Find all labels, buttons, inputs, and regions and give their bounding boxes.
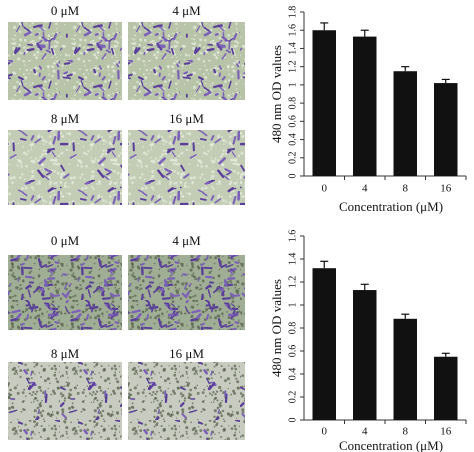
x-axis-label: Concentration (μM) xyxy=(339,199,443,214)
y-tick-label: 1.6 xyxy=(287,24,298,37)
y-tick-label: 0.6 xyxy=(287,345,298,358)
micrograph xyxy=(128,255,245,330)
image-label: 8 μM xyxy=(51,111,80,126)
y-tick-label: 0.4 xyxy=(287,368,298,381)
bar xyxy=(393,318,417,420)
micrograph xyxy=(128,22,245,100)
x-tick-label: 8 xyxy=(403,426,409,438)
image-label: 16 μM xyxy=(169,346,204,361)
image-label: 4 μM xyxy=(172,3,201,18)
image-label: 8 μM xyxy=(51,346,80,361)
bar xyxy=(353,36,377,176)
y-tick-label: 1 xyxy=(287,303,298,308)
x-tick-label: 4 xyxy=(362,183,368,195)
x-tick-label: 0 xyxy=(322,426,328,438)
micrograph xyxy=(8,255,122,330)
image-label: 4 μM xyxy=(172,233,201,248)
bar xyxy=(312,30,336,176)
x-tick-label: 16 xyxy=(440,426,452,438)
x-tick-label: 16 xyxy=(440,183,452,195)
micrograph xyxy=(8,22,122,100)
x-axis-label: Concentration (μM) xyxy=(339,438,443,452)
micrograph xyxy=(128,130,245,205)
bar xyxy=(434,356,458,420)
x-tick-label: 8 xyxy=(403,183,409,195)
bar xyxy=(393,71,417,176)
bar xyxy=(312,268,336,420)
y-tick-label: 0 xyxy=(287,174,298,179)
y-tick-label: 0.8 xyxy=(287,97,298,110)
x-tick-label: 0 xyxy=(322,183,328,195)
y-tick-label: 1.8 xyxy=(287,6,298,19)
y-tick-label: 0.4 xyxy=(287,133,298,146)
micrograph xyxy=(8,130,122,205)
image-label: 16 μM xyxy=(169,111,204,126)
y-tick-label: 0.6 xyxy=(287,115,298,128)
y-tick-label: 0.2 xyxy=(287,391,298,404)
y-tick-label: 0 xyxy=(287,418,298,423)
y-tick-label: 1.6 xyxy=(287,230,298,243)
bar xyxy=(353,290,377,420)
micrograph xyxy=(8,362,122,440)
image-label: 0 μM xyxy=(51,233,80,248)
x-tick-label: 4 xyxy=(362,426,368,438)
y-tick-label: 0.2 xyxy=(287,152,298,165)
y-axis-label: 480 nm OD values xyxy=(269,45,284,143)
y-tick-label: 1.4 xyxy=(287,253,298,266)
micrograph xyxy=(128,362,245,440)
image-label: 0 μM xyxy=(51,3,80,18)
y-tick-label: 0.8 xyxy=(287,322,298,335)
bar xyxy=(434,83,458,176)
y-tick-label: 1.2 xyxy=(287,276,298,289)
y-tick-label: 1 xyxy=(287,82,298,87)
y-tick-label: 1.4 xyxy=(287,42,298,55)
y-axis-label: 480 nm OD values xyxy=(269,279,284,377)
y-tick-label: 1.2 xyxy=(287,60,298,73)
